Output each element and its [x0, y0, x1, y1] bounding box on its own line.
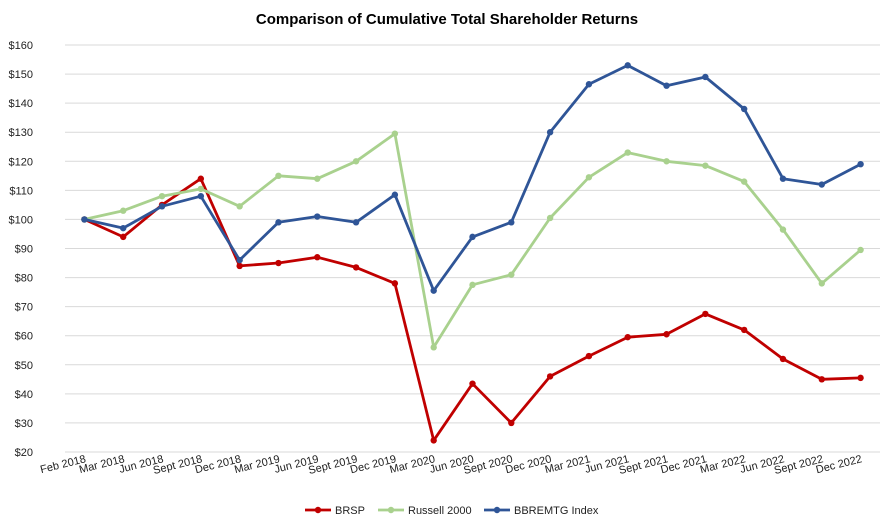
data-point-russell-2000	[469, 281, 476, 289]
legend-item-russell-2000: Russell 2000	[378, 505, 472, 517]
data-point-brsp	[469, 380, 476, 387]
data-point-brsp	[702, 310, 709, 318]
data-point-bbremtg-index	[314, 213, 321, 220]
legend-label: BBREMTG Index	[514, 505, 599, 517]
data-point-brsp	[352, 264, 360, 271]
data-point-bbremtg-index	[430, 287, 437, 294]
data-point-bbremtg-index	[818, 181, 825, 188]
data-point-bbremtg-index	[81, 216, 88, 223]
data-point-russell-2000	[779, 226, 787, 233]
y-tick-label: $130	[9, 127, 33, 139]
data-point-brsp	[314, 254, 321, 261]
data-point-russell-2000	[391, 130, 399, 137]
data-point-russell-2000	[314, 175, 321, 182]
data-point-brsp	[275, 259, 282, 267]
y-tick-label: $30	[15, 418, 33, 430]
data-point-brsp	[430, 437, 437, 444]
y-tick-label: $60	[15, 331, 33, 343]
data-point-bbremtg-index	[508, 219, 515, 226]
legend-item-brsp: BRSP	[305, 505, 365, 517]
data-point-bbremtg-index	[158, 203, 166, 210]
series-line-russell-2000	[84, 132, 862, 349]
data-point-russell-2000	[624, 149, 631, 156]
data-point-bbremtg-index	[546, 129, 554, 136]
data-point-russell-2000	[585, 174, 593, 181]
data-point-bbremtg-index	[740, 105, 748, 113]
chart-title: Comparison of Cumulative Total Sharehold…	[256, 11, 638, 28]
y-tick-label: $50	[15, 360, 33, 372]
data-point-brsp	[546, 373, 554, 380]
data-point-bbremtg-index	[352, 219, 360, 226]
data-point-russell-2000	[120, 207, 127, 214]
data-point-russell-2000	[236, 203, 243, 210]
series-bbremtg-index	[81, 62, 864, 294]
data-point-brsp	[818, 376, 825, 383]
y-tick-label: $160	[9, 40, 33, 52]
data-point-russell-2000	[508, 271, 515, 278]
gridlines	[65, 44, 880, 453]
data-point-bbremtg-index	[585, 81, 593, 88]
data-point-bbremtg-index	[469, 233, 476, 241]
data-point-bbremtg-index	[663, 82, 670, 89]
data-point-russell-2000	[702, 162, 709, 169]
y-tick-label: $20	[15, 447, 33, 459]
y-tick-label: $110	[9, 185, 33, 197]
series-line-brsp	[83, 177, 861, 442]
series	[81, 62, 864, 444]
data-point-brsp	[120, 233, 127, 241]
data-point-brsp	[857, 374, 864, 382]
data-point-russell-2000	[546, 214, 554, 222]
data-point-bbremtg-index	[197, 192, 205, 200]
data-point-brsp	[236, 262, 243, 270]
y-tick-label: $140	[9, 98, 33, 110]
y-tick-label: $70	[15, 302, 33, 314]
data-point-russell-2000	[275, 172, 282, 180]
data-point-russell-2000	[352, 158, 360, 165]
legend-label: Russell 2000	[408, 505, 472, 517]
y-tick-label: $40	[15, 389, 33, 401]
data-point-brsp	[585, 352, 593, 360]
y-tick-label: $80	[15, 273, 33, 285]
data-point-bbremtg-index	[702, 73, 709, 81]
data-point-russell-2000	[857, 246, 864, 254]
data-point-brsp	[779, 355, 787, 363]
data-point-bbremtg-index	[275, 219, 282, 226]
y-tick-label: $120	[9, 156, 33, 168]
data-point-bbremtg-index	[624, 62, 631, 69]
y-axis-ticks: $20 $30 $40 $50 $60 $70 $80 $90 $100 $110 $120 $130…	[9, 40, 33, 459]
legend-marker	[493, 506, 501, 514]
legend-label: BRSP	[335, 505, 365, 517]
data-point-russell-2000	[663, 158, 670, 165]
data-point-brsp	[624, 333, 631, 341]
data-point-bbremtg-index	[857, 160, 864, 168]
legend-marker	[314, 506, 322, 514]
y-tick-label: $100	[9, 214, 33, 226]
data-point-russell-2000	[430, 344, 437, 351]
data-point-russell-2000	[197, 185, 205, 193]
data-point-bbremtg-index	[391, 191, 399, 198]
data-point-brsp	[740, 326, 748, 334]
data-point-brsp	[663, 331, 670, 338]
series-brsp	[81, 175, 864, 444]
data-point-russell-2000	[818, 280, 825, 287]
data-point-brsp	[391, 280, 399, 287]
legend-item-bbremtg-index: BBREMTG Index	[484, 505, 599, 517]
data-point-brsp	[197, 175, 205, 182]
y-tick-label: $90	[15, 244, 33, 256]
data-point-brsp	[508, 419, 515, 427]
y-tick-label: $150	[9, 69, 33, 81]
data-point-bbremtg-index	[779, 175, 787, 182]
data-point-russell-2000	[740, 178, 748, 185]
data-point-bbremtg-index	[236, 256, 243, 264]
legend: BRSP Russell 2000 BBREMTG Index	[305, 505, 599, 517]
series-russell-2000	[81, 130, 864, 351]
data-point-bbremtg-index	[120, 224, 127, 232]
legend-marker	[387, 506, 395, 514]
data-point-russell-2000	[158, 192, 166, 200]
